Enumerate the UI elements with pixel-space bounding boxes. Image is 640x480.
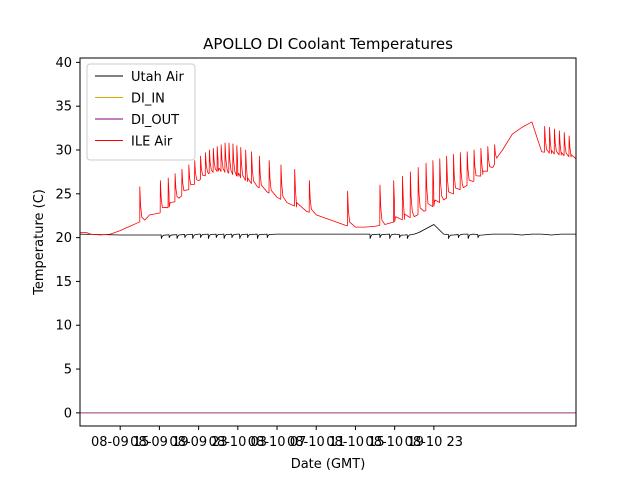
chart-title: APOLLO DI Coolant Temperatures bbox=[203, 35, 453, 53]
series-line-utah-air bbox=[80, 224, 576, 239]
y-tick-label: 5 bbox=[64, 363, 72, 378]
legend-box bbox=[86, 63, 196, 161]
x-tick-label: 08-09 19 bbox=[130, 435, 188, 450]
x-tick-label: 08-10 15 bbox=[326, 435, 384, 450]
axes-frame bbox=[79, 57, 577, 427]
legend-label: Utah Air bbox=[131, 70, 184, 85]
y-tick-label: 25 bbox=[55, 187, 72, 202]
y-tick-label: 20 bbox=[55, 231, 72, 246]
legend-label: DI_IN bbox=[131, 92, 165, 107]
y-tick-label: 15 bbox=[55, 275, 72, 290]
plot-area bbox=[80, 121, 576, 414]
x-tick-label: 08-10 23 bbox=[405, 435, 463, 450]
y-tick-label: 10 bbox=[55, 319, 72, 334]
x-tick-label: 08-10 07 bbox=[248, 435, 306, 450]
y-axis-label: Temperature (C) bbox=[32, 189, 47, 296]
y-tick-label: 40 bbox=[55, 56, 72, 71]
legend-label: DI_OUT bbox=[131, 113, 179, 128]
legend: Utah Air DI_IN DI_OUT ILE Air bbox=[86, 63, 196, 161]
x-tick-label: 08-09 23 bbox=[169, 435, 227, 450]
x-tick-label: 08-10 19 bbox=[365, 435, 423, 450]
x-tick-label: 08-10 11 bbox=[287, 435, 345, 450]
x-tick-label: 08-10 03 bbox=[209, 435, 267, 450]
y-tick-label: 30 bbox=[55, 144, 72, 159]
y-tick-label: 35 bbox=[55, 100, 72, 115]
x-tick-label: 08-09 15 bbox=[91, 435, 149, 450]
y-tick-label: 0 bbox=[64, 406, 72, 421]
series-line-ile-air bbox=[80, 121, 576, 236]
legend-label: ILE Air bbox=[131, 135, 173, 150]
x-axis-label: Date (GMT) bbox=[291, 457, 366, 472]
